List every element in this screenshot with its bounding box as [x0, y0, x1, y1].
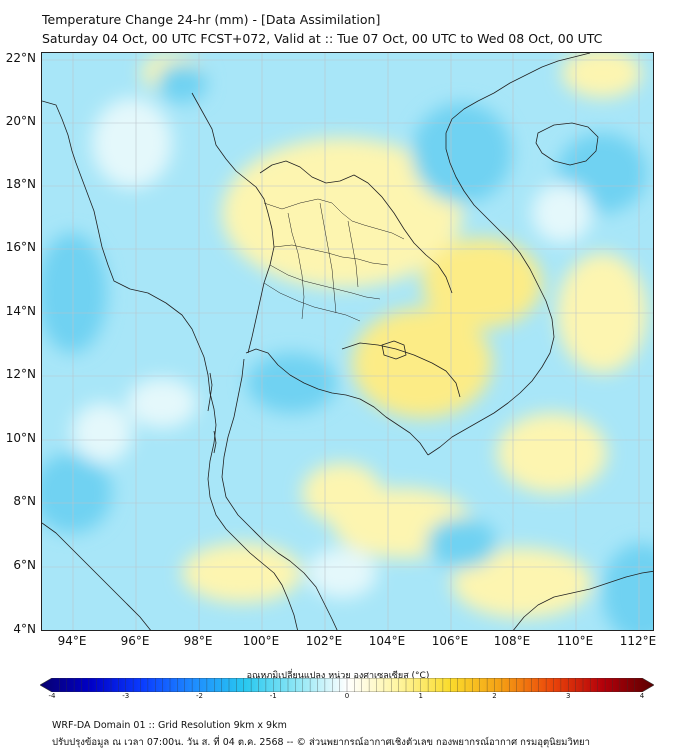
lat-label: 4°N: [13, 622, 36, 636]
hainan-coastline: [535, 122, 599, 166]
sumatra-coastline: [42, 522, 151, 630]
lat-label: 16°N: [5, 240, 36, 254]
lat-label: 18°N: [5, 177, 36, 191]
lon-label: 102°E: [305, 634, 343, 648]
lat-label: 12°N: [5, 367, 36, 381]
field-blob-10: [562, 53, 642, 98]
field-blob-14: [42, 233, 107, 353]
field-blob-21: [532, 183, 592, 243]
field-blob-20: [307, 548, 377, 598]
colorbar-tick-label: 0: [344, 692, 350, 700]
footer-model-info: WRF-DA Domain 01 :: Grid Resolution 9km …: [52, 720, 287, 731]
colorbar-tick-label: 2: [492, 692, 497, 700]
lon-label: 108°E: [493, 634, 531, 648]
field-blob-1: [422, 238, 542, 328]
lon-label: 94°E: [57, 634, 87, 648]
map-panel: [41, 52, 654, 631]
colorbar-tick-label: 4: [639, 692, 645, 700]
lon-label: 96°E: [120, 634, 150, 648]
colorbar-label: อุณหภูมิเปลี่ยนแปลง หน่วย องศาเซลเซียส (…: [246, 671, 430, 681]
colorbar-tick-label: -4: [48, 692, 56, 700]
lon-label: 112°E: [619, 634, 657, 648]
lake-tonle-sap: [381, 340, 407, 360]
temperature-field: [42, 53, 653, 630]
lat-label: 22°N: [5, 51, 36, 65]
lon-label: 104°E: [368, 634, 406, 648]
peninsula-east-coast: [221, 358, 338, 630]
gulf-of-thailand-coast: [245, 348, 429, 456]
map-title: Temperature Change 24-hr (mm) - [Data As…: [42, 12, 381, 27]
vietnam-coastline: [427, 53, 591, 456]
field-blob-23: [427, 518, 497, 568]
lat-label: 8°N: [13, 494, 36, 508]
lat-label: 6°N: [13, 558, 36, 572]
cambodia-border: [341, 342, 461, 398]
graticule: [42, 53, 653, 630]
andaman-islands: [207, 372, 217, 454]
lon-label: 98°E: [183, 634, 213, 648]
colorbar-tick-label: 3: [566, 692, 571, 700]
colorbar-tick-label: 1: [418, 692, 423, 700]
field-blob-7: [182, 543, 302, 603]
temperature-change-map: [42, 53, 653, 630]
lon-label: 106°E: [431, 634, 469, 648]
lon-label: 100°E: [242, 634, 280, 648]
colorbar-tick-label: -1: [269, 692, 277, 700]
colorbar-tick-label: -3: [122, 692, 130, 700]
field-blob-22: [72, 403, 132, 463]
borneo-coastline: [513, 570, 653, 630]
field-blob-8: [452, 548, 592, 618]
field-blob-17: [602, 543, 653, 630]
laos-border: [259, 160, 453, 294]
lon-label: 110°E: [556, 634, 594, 648]
lat-label: 10°N: [5, 431, 36, 445]
field-blob-11: [302, 463, 382, 523]
map-subtitle-valid-time: Saturday 04 Oct, 00 UTC FCST+072, Valid …: [42, 31, 603, 46]
field-blob-19: [127, 378, 197, 428]
field-blob-16: [42, 453, 112, 533]
lat-label: 14°N: [5, 304, 36, 318]
field-blob-4: [497, 413, 607, 493]
indochina-coastline: [42, 100, 298, 630]
myanmar-border: [191, 92, 275, 354]
thailand-provinces: [263, 198, 405, 322]
field-blob-12: [157, 63, 207, 103]
field-blob-15: [247, 353, 337, 413]
colorbar: [40, 678, 654, 692]
field-blob-5: [92, 98, 172, 188]
footer-credit: ปรับปรุงข้อมูล ณ เวลา 07:00น. วัน ส. ที่…: [52, 737, 590, 748]
field-blob-13: [412, 103, 512, 203]
coastlines-and-borders: [42, 53, 653, 630]
colorbar-tick-label: -2: [196, 692, 203, 700]
field-blob-2: [352, 308, 492, 418]
lat-label: 20°N: [5, 114, 36, 128]
